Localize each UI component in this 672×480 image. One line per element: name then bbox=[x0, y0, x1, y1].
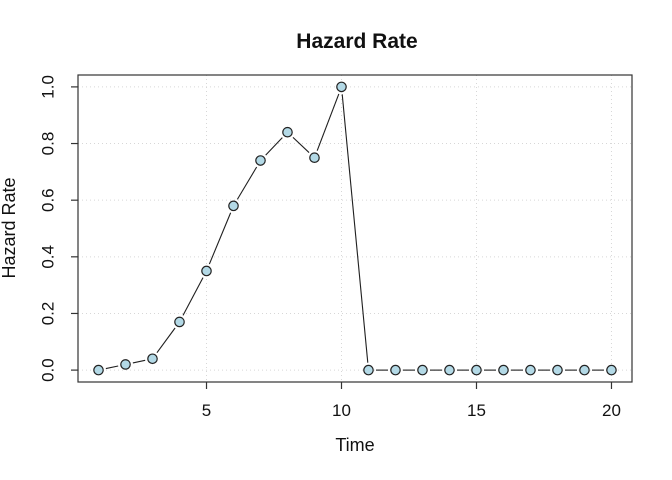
plot-box bbox=[77, 74, 633, 383]
series-segment bbox=[265, 137, 283, 156]
x-tick-label: 20 bbox=[602, 401, 621, 420]
y-tick-label: 0.2 bbox=[39, 302, 58, 326]
data-point bbox=[471, 364, 482, 376]
y-tick-label: 0.8 bbox=[39, 132, 58, 156]
data-point bbox=[417, 364, 428, 376]
series-segment bbox=[316, 93, 340, 151]
series-segment bbox=[292, 136, 310, 153]
series-layer bbox=[93, 81, 617, 376]
data-point bbox=[336, 81, 347, 93]
data-point bbox=[93, 364, 104, 376]
data-point bbox=[201, 265, 212, 277]
data-point bbox=[525, 364, 536, 376]
data-point bbox=[390, 364, 401, 376]
series-segment bbox=[208, 212, 232, 265]
y-axis-label: Hazard Rate bbox=[0, 177, 19, 278]
axis-layer: 5 10 15 20 0.0 0.2 0.4 0.6 0.8 1.0 bbox=[39, 74, 633, 420]
x-tick-label: 15 bbox=[467, 401, 486, 420]
series-segment bbox=[182, 277, 204, 316]
series-segment bbox=[341, 94, 369, 363]
data-point bbox=[147, 353, 158, 365]
data-point bbox=[363, 364, 374, 376]
grid-layer bbox=[78, 75, 632, 382]
data-point bbox=[498, 364, 509, 376]
y-tick-label: 0.4 bbox=[39, 245, 58, 269]
data-point bbox=[174, 316, 185, 328]
data-point bbox=[309, 152, 320, 163]
x-axis-label: Time bbox=[335, 435, 374, 455]
series-segment bbox=[105, 365, 119, 370]
data-point bbox=[282, 126, 293, 138]
x-tick-label: 10 bbox=[332, 401, 351, 420]
chart-title: Hazard Rate bbox=[296, 30, 417, 53]
data-point bbox=[552, 364, 563, 376]
data-point bbox=[120, 359, 131, 370]
series-segment bbox=[236, 166, 258, 200]
data-point bbox=[579, 364, 590, 376]
y-tick-label: 0.0 bbox=[39, 358, 58, 382]
series-segment bbox=[156, 327, 176, 354]
y-tick-label: 0.6 bbox=[39, 188, 58, 212]
data-point bbox=[606, 364, 617, 376]
x-tick-label: 5 bbox=[202, 401, 211, 420]
y-tick-label: 1.0 bbox=[39, 75, 58, 99]
data-point bbox=[228, 200, 239, 212]
series-segment bbox=[132, 359, 146, 364]
data-point bbox=[444, 364, 455, 376]
data-point bbox=[255, 155, 266, 166]
